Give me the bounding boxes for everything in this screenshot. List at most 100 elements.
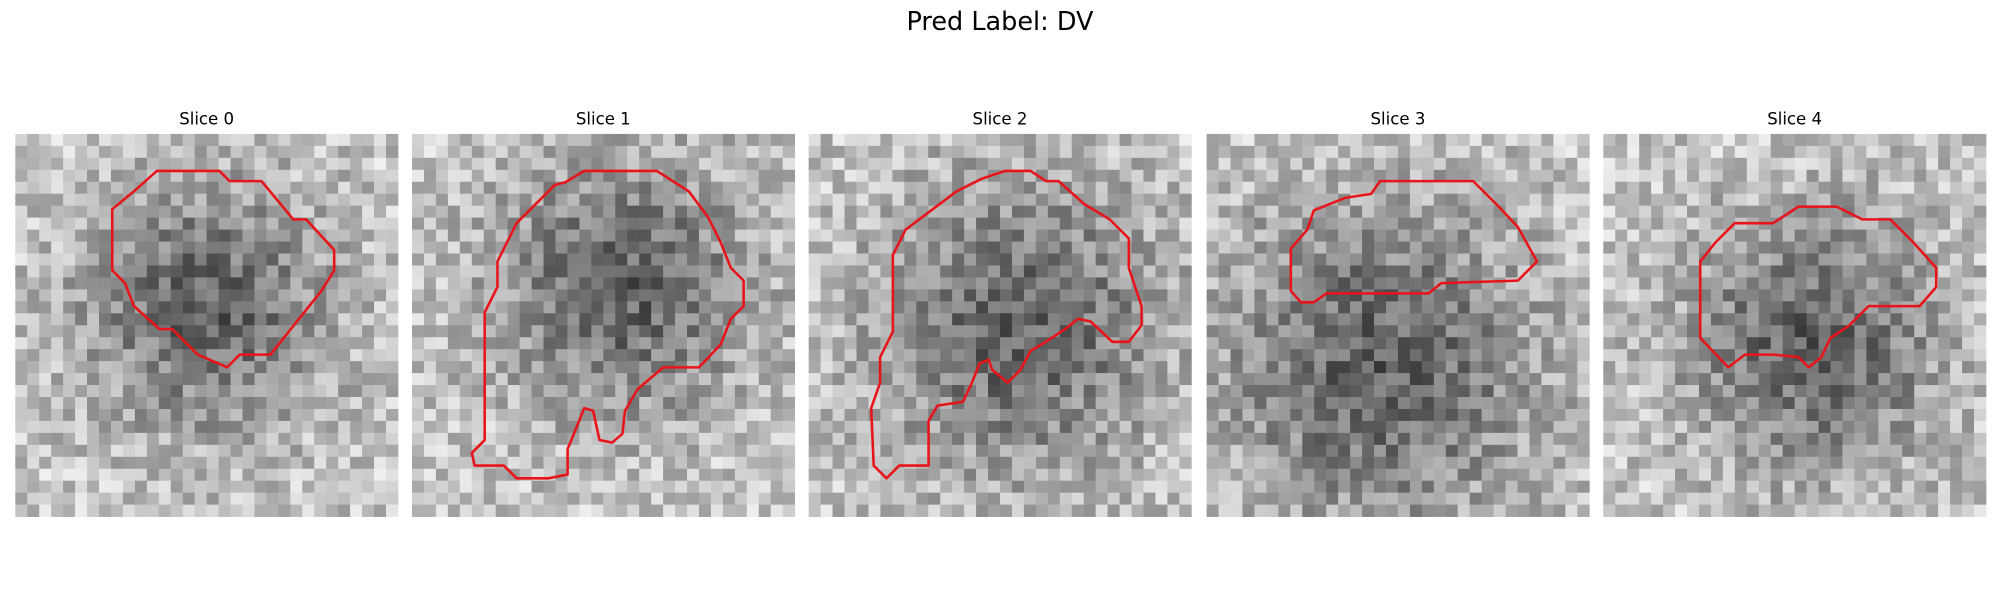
pixel bbox=[158, 229, 172, 242]
pixel bbox=[1481, 193, 1494, 207]
pixel bbox=[1854, 444, 1867, 458]
pixel bbox=[27, 432, 40, 446]
pixel bbox=[507, 205, 520, 219]
pixel bbox=[1095, 229, 1108, 242]
pixel bbox=[1878, 157, 1891, 171]
pixel bbox=[338, 253, 351, 266]
pixel bbox=[1639, 361, 1652, 374]
pixel bbox=[435, 229, 449, 242]
pixel bbox=[326, 468, 339, 482]
pixel bbox=[808, 456, 822, 470]
pixel bbox=[758, 217, 772, 230]
pixel bbox=[1541, 325, 1554, 338]
pixel bbox=[1541, 289, 1554, 302]
pixel bbox=[615, 277, 628, 290]
pixel bbox=[591, 480, 604, 494]
pixel bbox=[1758, 325, 1772, 338]
pixel bbox=[1469, 325, 1483, 338]
pixel bbox=[1242, 504, 1255, 517]
pixel bbox=[1698, 133, 1712, 147]
pixel bbox=[1011, 385, 1025, 398]
pixel bbox=[254, 504, 267, 517]
pixel bbox=[1433, 241, 1447, 254]
pixel bbox=[1770, 361, 1784, 374]
pixel bbox=[254, 456, 267, 470]
pixel bbox=[1481, 373, 1494, 386]
pixel bbox=[1167, 205, 1180, 219]
pixel bbox=[507, 480, 520, 494]
pixel bbox=[519, 205, 532, 219]
pixel bbox=[290, 157, 303, 171]
pixel bbox=[543, 504, 556, 517]
pixel bbox=[710, 468, 724, 482]
pixel bbox=[698, 361, 712, 374]
pixel bbox=[1397, 301, 1411, 314]
pixel bbox=[75, 456, 88, 470]
pixel bbox=[808, 468, 822, 482]
pixel bbox=[230, 133, 243, 147]
pixel bbox=[964, 313, 977, 326]
pixel bbox=[1059, 313, 1073, 326]
pixel bbox=[1083, 492, 1097, 506]
pixel bbox=[615, 325, 628, 338]
pixel bbox=[290, 361, 303, 374]
pixel bbox=[1385, 313, 1399, 326]
pixel bbox=[1541, 456, 1554, 470]
pixel bbox=[507, 253, 520, 266]
pixel bbox=[1350, 408, 1363, 422]
pixel bbox=[1206, 289, 1219, 302]
pixel bbox=[1206, 217, 1219, 230]
pixel bbox=[459, 301, 473, 314]
pixel bbox=[1254, 349, 1267, 362]
pixel bbox=[1794, 325, 1807, 338]
pixel bbox=[1011, 241, 1025, 254]
pixel bbox=[675, 265, 688, 278]
pixel bbox=[362, 289, 375, 302]
pixel bbox=[820, 420, 833, 434]
pixel bbox=[1565, 385, 1578, 398]
pixel bbox=[1878, 277, 1891, 290]
pixel bbox=[1782, 337, 1796, 350]
pixel bbox=[1734, 241, 1748, 254]
pixel bbox=[302, 241, 315, 254]
pixel bbox=[1758, 241, 1772, 254]
pixel bbox=[435, 408, 449, 422]
pixel bbox=[158, 492, 172, 506]
pixel bbox=[722, 277, 736, 290]
pixel bbox=[158, 337, 172, 350]
pixel bbox=[1397, 193, 1411, 207]
pixel bbox=[63, 217, 76, 230]
pixel bbox=[1242, 265, 1255, 278]
pixel bbox=[1469, 468, 1483, 482]
pixel bbox=[1445, 492, 1459, 506]
pixel bbox=[844, 325, 857, 338]
pixel bbox=[651, 325, 664, 338]
pixel bbox=[99, 408, 112, 422]
pixel bbox=[1615, 408, 1628, 422]
pixel bbox=[1218, 217, 1231, 230]
pixel bbox=[75, 193, 88, 207]
pixel bbox=[326, 313, 339, 326]
pixel bbox=[722, 504, 736, 517]
pixel bbox=[832, 253, 845, 266]
pixel bbox=[362, 217, 375, 230]
pixel bbox=[808, 432, 822, 446]
pixel bbox=[567, 456, 580, 470]
pixel bbox=[1266, 157, 1279, 171]
pixel bbox=[988, 301, 1001, 314]
pixel bbox=[134, 157, 148, 171]
pixel bbox=[1469, 420, 1483, 434]
pixel bbox=[1035, 432, 1049, 446]
pixel bbox=[543, 373, 556, 386]
pixel bbox=[302, 265, 315, 278]
pixel bbox=[976, 241, 989, 254]
pixel bbox=[1326, 373, 1339, 386]
pixel bbox=[820, 181, 833, 195]
pixel bbox=[314, 145, 327, 159]
pixel bbox=[832, 145, 845, 159]
pixel bbox=[230, 349, 243, 362]
pixel bbox=[1565, 193, 1578, 207]
pixel bbox=[555, 229, 568, 242]
pixel bbox=[844, 385, 857, 398]
pixel bbox=[290, 181, 303, 195]
